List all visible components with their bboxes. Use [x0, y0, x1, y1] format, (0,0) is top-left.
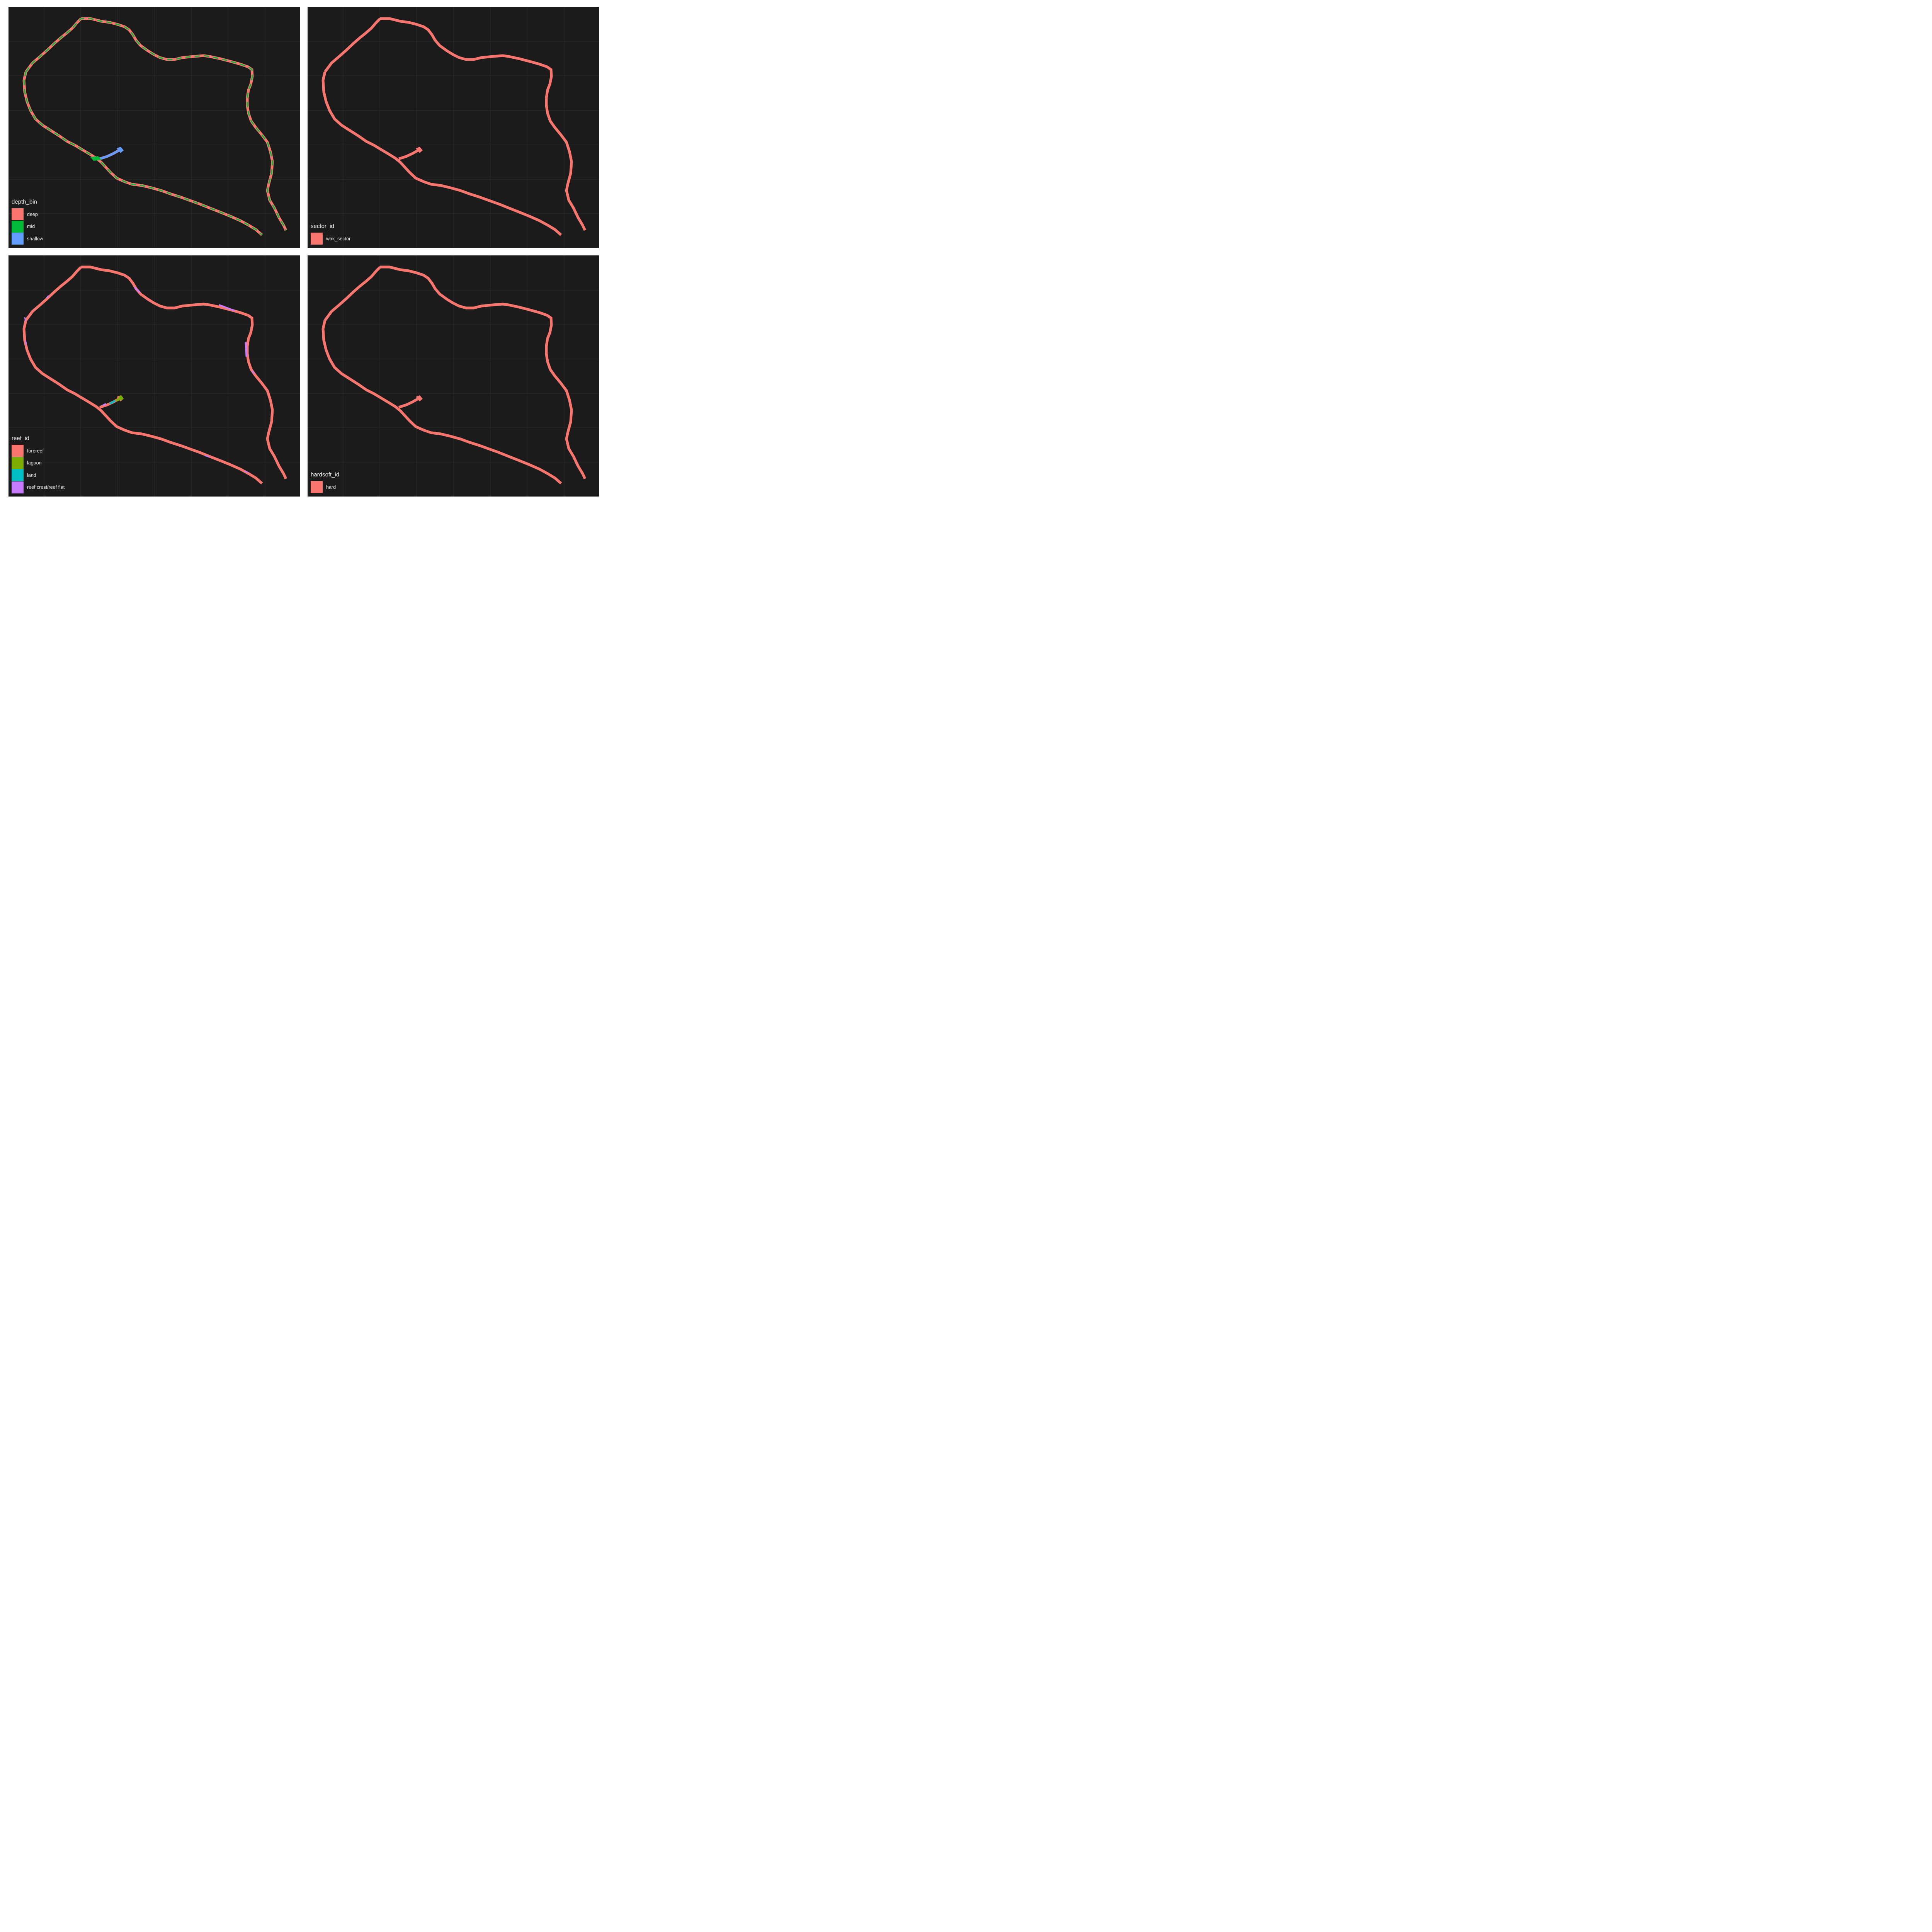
reef-polygon-south-arc	[323, 320, 561, 483]
legend: sector_id wak_sector	[311, 223, 350, 245]
legend-swatch-forereef	[12, 445, 24, 457]
legend-label: deep	[27, 212, 38, 217]
reef-polygon-south-arc	[24, 72, 262, 235]
legend-swatch-wak-sector	[311, 233, 323, 245]
legend-label: reef crest/reef flat	[27, 485, 65, 490]
land-segment	[110, 401, 115, 404]
reef-polygon-south-arc	[323, 72, 561, 235]
sector-id-map-panel: sector_id wak_sector	[308, 7, 599, 248]
legend-title: sector_id	[311, 223, 350, 230]
legend-label: forereef	[27, 448, 44, 454]
legend-swatch-deep	[12, 208, 24, 220]
legend-label: lagoon	[27, 460, 42, 466]
reef-polygon-north-arc	[26, 19, 81, 72]
hardsoft-id-map-panel: hardsoft_id hard	[308, 255, 599, 497]
legend-swatch-reef-crest	[12, 481, 24, 493]
mid-depth-segment	[24, 72, 262, 235]
legend-label: mid	[27, 224, 35, 229]
depth-bin-map-panel: depth_bin deep mid shallow	[9, 7, 300, 248]
legend-swatch-shallow	[12, 233, 24, 245]
legend-swatch-mid	[12, 221, 24, 233]
reef-id-map-panel: reef_id forereef lagoon land reef crest/…	[9, 255, 300, 497]
legend-label: wak_sector	[326, 236, 350, 242]
legend-item: deep	[12, 208, 43, 221]
legend-swatch-land	[12, 469, 24, 481]
reef-crest-segment	[25, 317, 26, 321]
map-canvas	[9, 7, 300, 248]
reef-polygon-north-arc	[26, 267, 81, 320]
legend-item: lagoon	[12, 457, 65, 469]
legend-item: reef crest/reef flat	[12, 481, 65, 494]
legend-swatch-hard	[311, 481, 323, 493]
reef-polygon-north-arc	[325, 267, 380, 320]
legend-item: hard	[311, 481, 339, 493]
legend-title: hardsoft_id	[311, 471, 339, 478]
legend-title: reef_id	[12, 435, 65, 442]
legend-label: shallow	[27, 236, 43, 242]
map-canvas	[308, 7, 599, 248]
legend: depth_bin deep mid shallow	[12, 199, 43, 245]
legend-item: mid	[12, 221, 43, 233]
legend-label: land	[27, 473, 36, 478]
legend-item: forereef	[12, 445, 65, 457]
legend-swatch-lagoon	[12, 457, 24, 469]
legend-label: hard	[326, 485, 336, 490]
reef-polygon-north-arc	[325, 19, 380, 72]
map-canvas	[308, 255, 599, 497]
legend-title: depth_bin	[12, 199, 43, 205]
legend: hardsoft_id hard	[311, 471, 339, 493]
reef-crest-segment	[246, 342, 247, 357]
legend-item: shallow	[12, 233, 43, 245]
legend-item: wak_sector	[311, 233, 350, 245]
legend-item: land	[12, 469, 65, 481]
legend: reef_id forereef lagoon land reef crest/…	[12, 435, 65, 493]
